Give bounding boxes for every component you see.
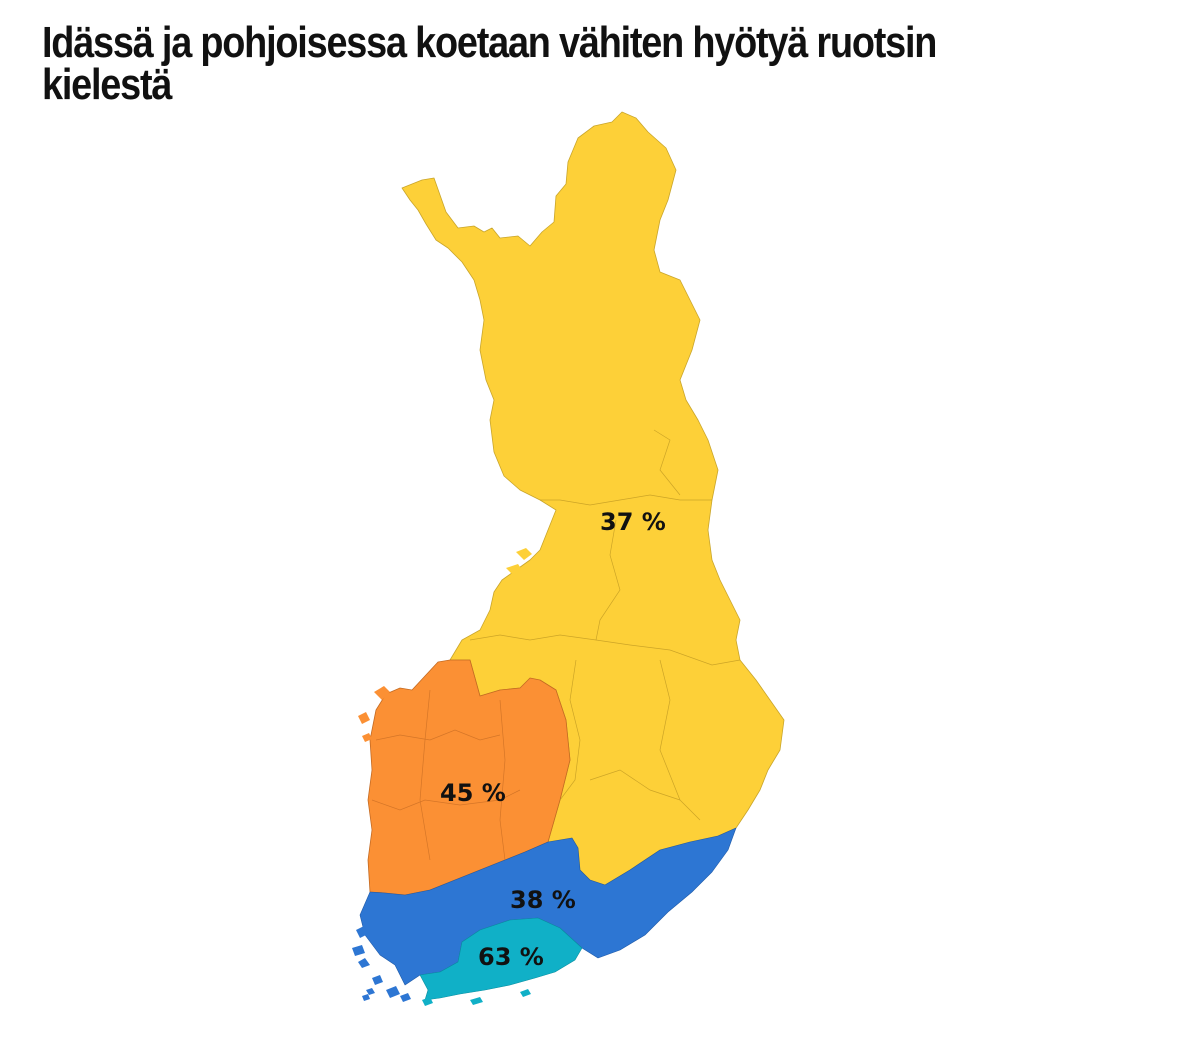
region-label-north-east: 37 % (600, 508, 666, 536)
region-capital (419, 917, 583, 1001)
region-north-east (401, 111, 785, 886)
region-label-south: 38 % (510, 886, 576, 914)
map-title: Idässä ja pohjoisessa koetaan vähiten hy… (42, 18, 937, 109)
region-borders (469, 429, 741, 821)
region-label-west: 45 % (440, 779, 506, 807)
region-label-capital: 63 % (478, 943, 544, 971)
